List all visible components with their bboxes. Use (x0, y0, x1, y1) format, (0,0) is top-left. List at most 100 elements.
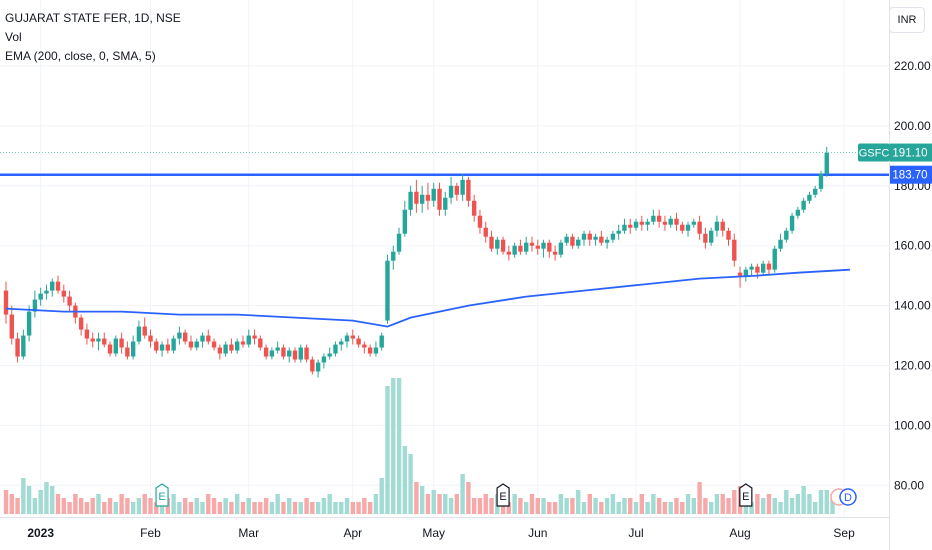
candle (367, 344, 373, 357)
candle (500, 236, 506, 255)
candle-body (315, 362, 321, 372)
candle (691, 218, 697, 228)
candle (119, 332, 124, 354)
volume-bar (125, 498, 130, 514)
earnings-marker-shape (739, 483, 753, 507)
candle-body (437, 188, 442, 210)
candle-body (616, 230, 621, 234)
volume-bar (154, 502, 159, 514)
candle (760, 260, 766, 276)
candle-body (84, 329, 90, 339)
candle (448, 176, 454, 204)
volume-bar (206, 494, 211, 514)
volume-bar (813, 502, 818, 514)
candle-body (217, 347, 223, 354)
volume-bar (460, 474, 465, 514)
candle (558, 239, 564, 258)
candle (512, 242, 517, 258)
candle (298, 344, 303, 363)
volume-bar (321, 498, 327, 514)
candle-body (148, 335, 153, 342)
candle-body (443, 197, 448, 210)
volume-bar (84, 502, 90, 514)
candle-body (506, 251, 512, 255)
candle-body (3, 290, 9, 315)
candle-body (356, 338, 361, 345)
candle-body (206, 335, 211, 342)
candle (90, 332, 95, 348)
candle (165, 338, 171, 354)
candle-body (552, 251, 558, 255)
candle (622, 218, 627, 234)
candle-body (223, 344, 228, 354)
candle-body (396, 233, 402, 252)
candle-body (524, 242, 529, 252)
volume-bar (182, 498, 188, 514)
candle-body (645, 221, 650, 225)
candle-body (177, 332, 182, 339)
candle (425, 182, 431, 210)
candle-body (680, 224, 685, 231)
candle (21, 329, 26, 360)
volume-bar (136, 498, 142, 514)
volume-bar (379, 478, 384, 514)
candle-body (32, 299, 38, 312)
volume-legend[interactable]: Vol (5, 30, 22, 44)
volume-bar (755, 494, 760, 514)
volume-bar (275, 494, 280, 514)
candle-body (165, 344, 171, 351)
line-price-rect (890, 165, 932, 184)
candle (159, 341, 165, 357)
volume-bar (784, 490, 789, 514)
candle (564, 233, 569, 246)
symbol-title[interactable]: GUJARAT STATE FER, 1D, NSE (5, 11, 181, 25)
volume-bar (483, 494, 488, 514)
candle-body (766, 263, 772, 270)
currency-button[interactable]: INR (889, 7, 925, 33)
last-price-text: 191.10 (892, 148, 927, 160)
candle (732, 233, 737, 267)
volume-bar (437, 494, 442, 514)
candle (391, 245, 396, 270)
candle (130, 335, 136, 360)
candle (587, 230, 592, 246)
dividend-marker[interactable]: D (830, 488, 857, 506)
candle (3, 281, 9, 324)
earnings-marker[interactable]: E (496, 483, 510, 507)
candle-body (78, 317, 84, 330)
candle (431, 182, 436, 207)
earnings-marker[interactable]: E (155, 483, 169, 507)
candle (315, 359, 321, 378)
candle-body (235, 341, 240, 351)
candle (73, 302, 78, 324)
candle (107, 341, 113, 357)
y-tick-label: 160.00 (894, 239, 931, 253)
candle-body (240, 341, 246, 345)
candle (489, 230, 494, 252)
candle (32, 290, 38, 318)
candle (304, 344, 309, 363)
volume-bar (78, 498, 84, 514)
candle-body (599, 236, 604, 243)
candle (541, 239, 546, 258)
dividend-marker-circle (839, 488, 857, 506)
candle (362, 341, 367, 354)
candle-body (130, 341, 136, 357)
candle-body (541, 242, 546, 249)
candle-body (55, 281, 61, 291)
candle (188, 335, 194, 351)
volume-bar (419, 486, 425, 514)
volume-bar (576, 490, 581, 514)
candle (252, 329, 257, 345)
dividend-marker-text: D (844, 492, 852, 504)
candle-body (159, 344, 165, 351)
volume-bar (269, 502, 275, 514)
earnings-marker[interactable]: E (739, 483, 753, 507)
volume-bar (96, 494, 101, 514)
candle (471, 194, 477, 222)
candle (350, 329, 355, 345)
candle (824, 146, 829, 177)
ema-legend[interactable]: EMA (200, close, 0, SMA, 5) (5, 49, 156, 63)
